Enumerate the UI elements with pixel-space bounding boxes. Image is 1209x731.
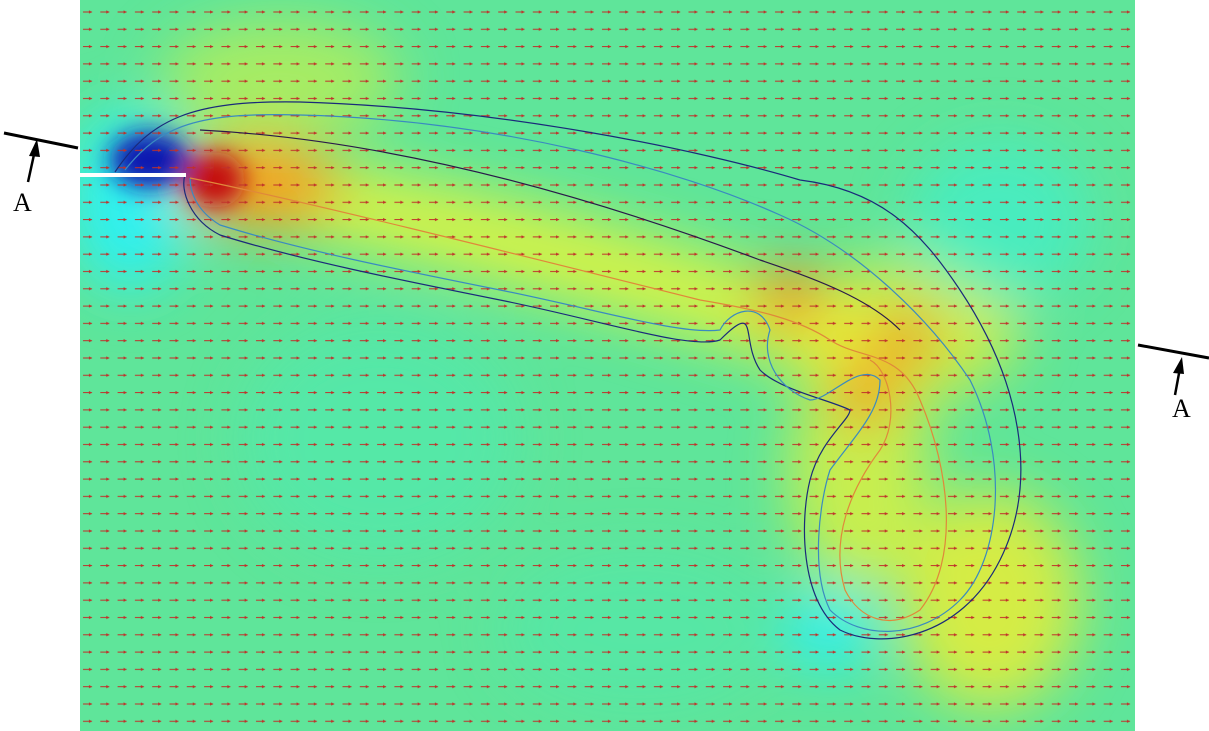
section-label: A — [13, 188, 32, 217]
section-marker-right: A — [1137, 343, 1209, 423]
velocity-field — [80, 0, 1135, 731]
section-label: A — [1172, 394, 1191, 423]
section-marker-left: A — [3, 131, 79, 217]
